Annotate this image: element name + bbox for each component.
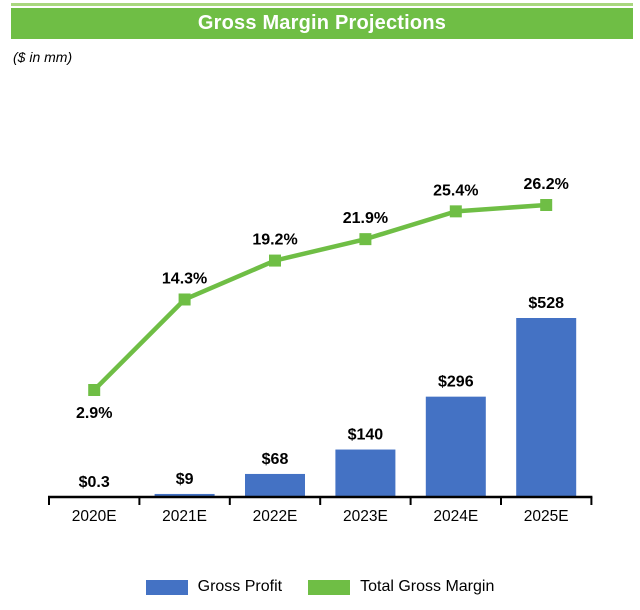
x-axis-label: 2020E	[72, 508, 117, 525]
margin-marker	[88, 384, 101, 396]
bar-2021E	[154, 493, 215, 497]
bar-value-label: $528	[528, 295, 564, 312]
page-title: Gross Margin Projections	[197, 12, 447, 34]
bar-value-label: $140	[348, 427, 384, 444]
bar-value-label: $68	[262, 451, 289, 468]
bar-2022E	[245, 473, 305, 497]
margin-value-label: 26.2%	[524, 176, 569, 193]
x-axis-label: 2021E	[162, 508, 207, 525]
margin-marker	[449, 205, 462, 218]
margin-marker	[269, 254, 281, 267]
margin-value-label: 19.2%	[252, 232, 297, 249]
legend-label-gross-profit: Gross Profit	[197, 578, 283, 595]
total-gross-margin-swatch-icon	[308, 579, 351, 595]
margin-value-label: 2.9%	[76, 405, 112, 422]
bar-2024E	[425, 396, 486, 497]
margin-marker	[359, 233, 372, 246]
title-bar: Gross Margin Projections	[11, 8, 633, 39]
bar-value-label: $296	[438, 374, 474, 391]
chart-legend: Gross Profit Total Gross Margin	[0, 578, 640, 596]
x-axis-label: 2023E	[343, 508, 388, 525]
units-note: ($ in mm)	[13, 49, 73, 65]
x-axis-label: 2025E	[524, 508, 569, 525]
x-axis-label: 2022E	[253, 508, 298, 525]
margin-marker	[178, 293, 191, 306]
bar-value-label: $9	[176, 471, 194, 488]
margin-line	[92, 202, 547, 392]
margin-value-label: 25.4%	[433, 182, 478, 199]
x-axis-label: 2024E	[433, 508, 478, 525]
bar-value-label: $0.3	[79, 474, 110, 491]
margin-value-label: 14.3%	[162, 270, 207, 287]
margin-marker	[540, 199, 553, 211]
legend-item-gross-profit: Gross Profit	[145, 578, 283, 596]
legend-label-total-gross-margin: Total Gross Margin	[360, 578, 495, 595]
bar-2025E	[516, 318, 577, 497]
margin-value-label: 21.9%	[343, 210, 388, 227]
legend-item-total-gross-margin: Total Gross Margin	[308, 578, 494, 596]
top-accent-rule	[11, 3, 633, 6]
bar-2023E	[335, 449, 396, 497]
gross-profit-swatch-icon	[145, 579, 188, 595]
